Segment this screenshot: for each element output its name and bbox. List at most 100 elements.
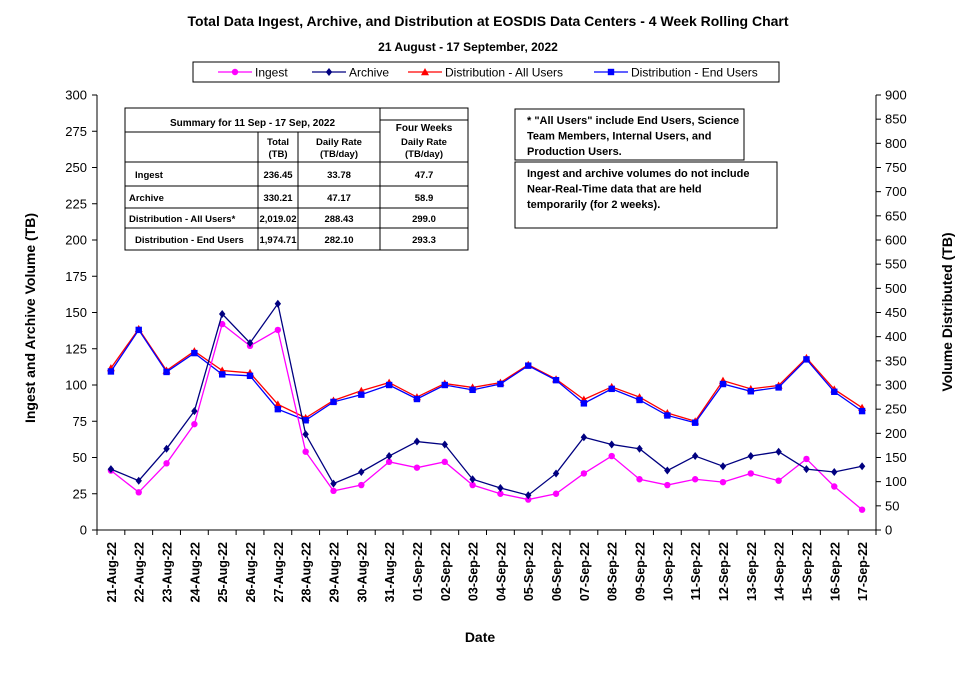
note-text: Near-Real-Time data that are held xyxy=(527,184,702,196)
row-total: 2,019.02 xyxy=(260,214,297,225)
x-tick-label: 03-Sep-22 xyxy=(467,542,481,601)
data-point xyxy=(803,465,810,474)
y2-tick-label: 600 xyxy=(885,233,907,248)
data-point xyxy=(803,356,810,363)
chart-subtitle: 21 August - 17 September, 2022 xyxy=(378,40,558,54)
row-label: Archive xyxy=(129,193,164,204)
data-point xyxy=(413,395,421,403)
row-four-week-rate: 58.9 xyxy=(415,193,434,204)
data-point xyxy=(580,433,588,442)
data-point xyxy=(497,490,504,497)
data-point xyxy=(831,468,838,476)
data-point xyxy=(580,400,588,407)
legend-item: Distribution - All Users xyxy=(408,66,563,80)
data-point xyxy=(163,368,170,376)
y-tick-label: 275 xyxy=(65,124,87,139)
y-tick-label: 250 xyxy=(65,160,87,175)
column-header-unit: (TB/day) xyxy=(320,149,358,160)
data-point xyxy=(385,381,393,389)
x-tick-label: 21-Aug-22 xyxy=(105,542,119,602)
x-tick-label: 01-Sep-22 xyxy=(411,542,425,601)
data-point xyxy=(469,481,476,489)
data-point xyxy=(273,400,282,408)
note-text: Team Members, Internal Users, and xyxy=(527,131,711,143)
y2-tick-label: 0 xyxy=(885,523,892,538)
y-tick-label: 50 xyxy=(73,450,87,465)
data-point xyxy=(413,464,421,471)
data-point xyxy=(608,452,615,460)
y2-tick-label: 900 xyxy=(885,88,907,103)
data-point xyxy=(831,388,838,395)
data-point xyxy=(135,476,142,485)
data-point xyxy=(664,412,671,419)
row-daily-rate: 47.17 xyxy=(327,193,351,204)
data-point xyxy=(775,447,782,456)
data-point xyxy=(191,349,198,357)
series-line xyxy=(110,328,863,424)
row-label: Distribution - All Users* xyxy=(129,214,236,225)
column-header-unit: (TB/day) xyxy=(405,149,443,160)
legend-marker xyxy=(231,68,239,76)
row-label: Ingest xyxy=(135,170,164,181)
y-tick-label: 150 xyxy=(65,305,87,320)
y2-tick-label: 700 xyxy=(885,184,907,199)
column-header: Daily Rate xyxy=(316,137,362,148)
x-tick-label: 04-Sep-22 xyxy=(494,542,508,601)
y2-tick-label: 300 xyxy=(885,378,907,393)
y2-tick-label: 450 xyxy=(885,305,907,320)
y2-tick-label: 850 xyxy=(885,112,907,127)
x-tick-label: 13-Sep-22 xyxy=(745,542,759,601)
x-axis-label: Date xyxy=(465,629,496,645)
x-tick-label: 10-Sep-22 xyxy=(661,542,675,601)
x-tick-label: 25-Aug-22 xyxy=(216,542,230,602)
legend-item: Archive xyxy=(312,66,389,80)
data-point xyxy=(858,506,866,513)
series-archive xyxy=(107,299,866,500)
row-four-week-rate: 299.0 xyxy=(412,214,436,225)
legend-marker xyxy=(325,68,333,76)
x-tick-label: 15-Sep-22 xyxy=(800,542,814,601)
data-point xyxy=(636,476,643,483)
y2-tick-label: 150 xyxy=(885,450,907,465)
y-tick-label: 125 xyxy=(65,341,87,356)
x-tick-label: 05-Sep-22 xyxy=(522,542,536,601)
legend-item: Ingest xyxy=(218,66,288,80)
data-point xyxy=(469,475,476,484)
data-point xyxy=(330,398,337,406)
four-weeks-header: Four Weeks xyxy=(396,123,453,134)
data-point xyxy=(664,466,671,475)
row-daily-rate: 288.43 xyxy=(324,214,353,225)
data-point xyxy=(775,477,782,484)
data-point xyxy=(274,405,282,413)
x-tick-label: 24-Aug-22 xyxy=(188,542,202,602)
y2-tick-label: 500 xyxy=(885,281,907,296)
x-tick-label: 30-Aug-22 xyxy=(355,542,369,602)
data-point xyxy=(246,372,254,380)
data-point xyxy=(413,437,421,446)
data-point xyxy=(747,470,755,477)
plot-area: 0 25 50 75 100 125 150 175 200 225 250 275 300 0 50 100… xyxy=(65,88,906,603)
note-box: Ingest and archive volumes do not includ… xyxy=(514,161,778,229)
legend-label: Distribution - End Users xyxy=(631,66,758,80)
legend-marker xyxy=(607,68,615,76)
legend: Ingest Archive Distribution - All Users Dis… xyxy=(192,61,780,83)
note-text: Production Users. xyxy=(527,146,622,158)
data-point xyxy=(135,326,142,334)
y-tick-label: 200 xyxy=(65,233,87,248)
x-tick-label: 29-Aug-22 xyxy=(327,542,341,602)
legend-label: Ingest xyxy=(255,66,288,80)
data-point xyxy=(858,462,866,471)
y2-tick-label: 200 xyxy=(885,426,907,441)
x-tick-label: 23-Aug-22 xyxy=(161,542,175,602)
x-tick-label: 28-Aug-22 xyxy=(300,542,314,602)
data-point xyxy=(358,468,365,476)
y-tick-label: 75 xyxy=(73,414,87,429)
x-tick-label: 12-Sep-22 xyxy=(717,542,731,601)
series-line xyxy=(110,322,863,511)
y2-tick-label: 400 xyxy=(885,329,907,344)
x-tick-label: 16-Sep-22 xyxy=(828,542,842,601)
x-tick-label: 26-Aug-22 xyxy=(244,542,258,602)
legend-item: Distribution - End Users xyxy=(594,66,758,80)
data-point xyxy=(552,376,560,384)
